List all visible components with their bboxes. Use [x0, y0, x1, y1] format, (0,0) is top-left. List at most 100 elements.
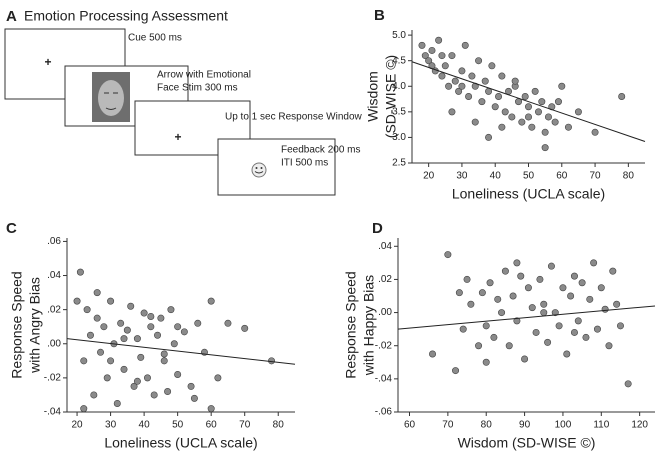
data-point — [486, 279, 494, 287]
data-point — [100, 323, 108, 331]
x-tick-label: 100 — [555, 420, 572, 431]
panel-letter: D — [372, 220, 383, 237]
data-point — [76, 268, 84, 276]
data-point — [609, 267, 617, 275]
trial-screen — [217, 138, 336, 196]
x-tick-label: 50 — [523, 171, 535, 182]
data-point — [117, 319, 125, 327]
step-label: ITI 500 ms — [281, 158, 328, 169]
x-tick-label: 70 — [442, 420, 454, 431]
data-point — [513, 259, 521, 267]
y-axis-label: with Happy Bias — [361, 275, 377, 376]
data-point — [586, 295, 594, 303]
data-point — [531, 87, 539, 95]
data-point — [190, 394, 198, 402]
data-point — [494, 295, 502, 303]
data-point — [478, 289, 486, 297]
step-label: Arrow with Emotional — [157, 70, 251, 81]
data-point — [174, 370, 182, 378]
data-point — [452, 367, 460, 375]
y-tick-label: .02 — [47, 304, 61, 315]
data-point — [570, 272, 578, 280]
data-point — [463, 275, 471, 283]
data-point — [214, 374, 222, 382]
x-tick-label: 70 — [590, 171, 602, 182]
panel-letter: B — [374, 7, 385, 24]
data-point — [616, 322, 624, 330]
data-point — [147, 323, 155, 331]
data-point — [113, 399, 121, 407]
x-tick-label: 20 — [423, 171, 435, 182]
y-axis-label: with Angry Bias — [27, 277, 43, 374]
data-point — [83, 306, 91, 314]
data-point — [558, 82, 566, 90]
y-axis-label: Response Speed — [343, 271, 359, 378]
data-point — [538, 98, 546, 106]
data-point — [154, 331, 162, 339]
y-tick-label: .00 — [378, 307, 392, 318]
data-point — [455, 289, 463, 297]
y-tick-label: .04 — [47, 270, 61, 281]
y-tick-label: 5.0 — [392, 30, 406, 41]
x-tick-label: 30 — [105, 420, 117, 431]
data-point — [511, 77, 519, 85]
data-point — [143, 374, 151, 382]
y-axis-label: (SD-WISE ©) — [383, 55, 399, 138]
x-axis-label: Loneliness (UCLA scale) — [452, 186, 605, 202]
data-point — [471, 118, 479, 126]
data-point — [509, 292, 517, 300]
data-point — [501, 108, 509, 116]
data-point — [80, 405, 88, 413]
data-point — [465, 93, 473, 101]
data-point — [438, 52, 446, 60]
data-point — [451, 77, 459, 85]
scatter-panel: C -.04 -.02 .00 .02 .04 .06 20 30 40 50 60 70 80 Lonel… — [6, 220, 296, 451]
data-point — [532, 328, 540, 336]
data-point — [478, 98, 486, 106]
x-tick-label: 50 — [172, 420, 184, 431]
step-label: Cue 500 ms — [128, 33, 182, 44]
data-point — [428, 46, 436, 54]
data-point — [425, 57, 433, 65]
x-axis-label: Loneliness (UCLA scale) — [104, 435, 257, 451]
data-point — [455, 87, 463, 95]
data-point — [207, 405, 215, 413]
y-axis-label: Wisdom — [365, 71, 381, 122]
x-tick-label: 120 — [631, 420, 648, 431]
y-tick-label: 3.5 — [392, 106, 406, 117]
data-point — [505, 342, 513, 350]
data-point — [150, 391, 158, 399]
data-point — [498, 123, 506, 131]
data-point — [624, 380, 632, 388]
face — [98, 80, 124, 116]
x-tick-label: 30 — [456, 171, 468, 182]
data-point — [120, 365, 128, 373]
data-point — [461, 41, 469, 49]
y-tick-label: .04 — [378, 241, 392, 252]
data-point — [444, 251, 452, 259]
x-axis-label: Wisdom (SD-WISE ©) — [458, 435, 596, 451]
step-label: Face Stim 300 ms — [157, 83, 238, 94]
data-point — [521, 355, 529, 363]
data-point — [268, 357, 276, 365]
data-point — [605, 342, 613, 350]
data-point — [194, 319, 202, 327]
data-point — [445, 82, 453, 90]
data-point — [490, 333, 498, 341]
panel-a: A Emotion Processing Assessment + Cue 50… — [4, 8, 363, 196]
data-point — [137, 353, 145, 361]
data-point — [528, 304, 536, 312]
data-point — [534, 108, 542, 116]
data-point — [517, 272, 525, 280]
scatter-panel: D -.06 -.04 -.02 .00 .02 .04 60 70 80 90 100 110 120 W… — [343, 220, 656, 451]
data-point — [559, 284, 567, 292]
data-point — [468, 72, 476, 80]
y-axis-label: Response Speed — [9, 271, 25, 378]
data-point — [582, 333, 590, 341]
y-tick-label: -.02 — [44, 373, 62, 384]
data-point — [438, 72, 446, 80]
data-point — [547, 262, 555, 270]
data-point — [482, 322, 490, 330]
trend-line — [66, 338, 296, 365]
